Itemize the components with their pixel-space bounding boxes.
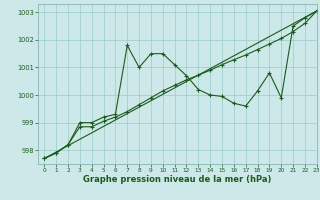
X-axis label: Graphe pression niveau de la mer (hPa): Graphe pression niveau de la mer (hPa)	[84, 175, 272, 184]
